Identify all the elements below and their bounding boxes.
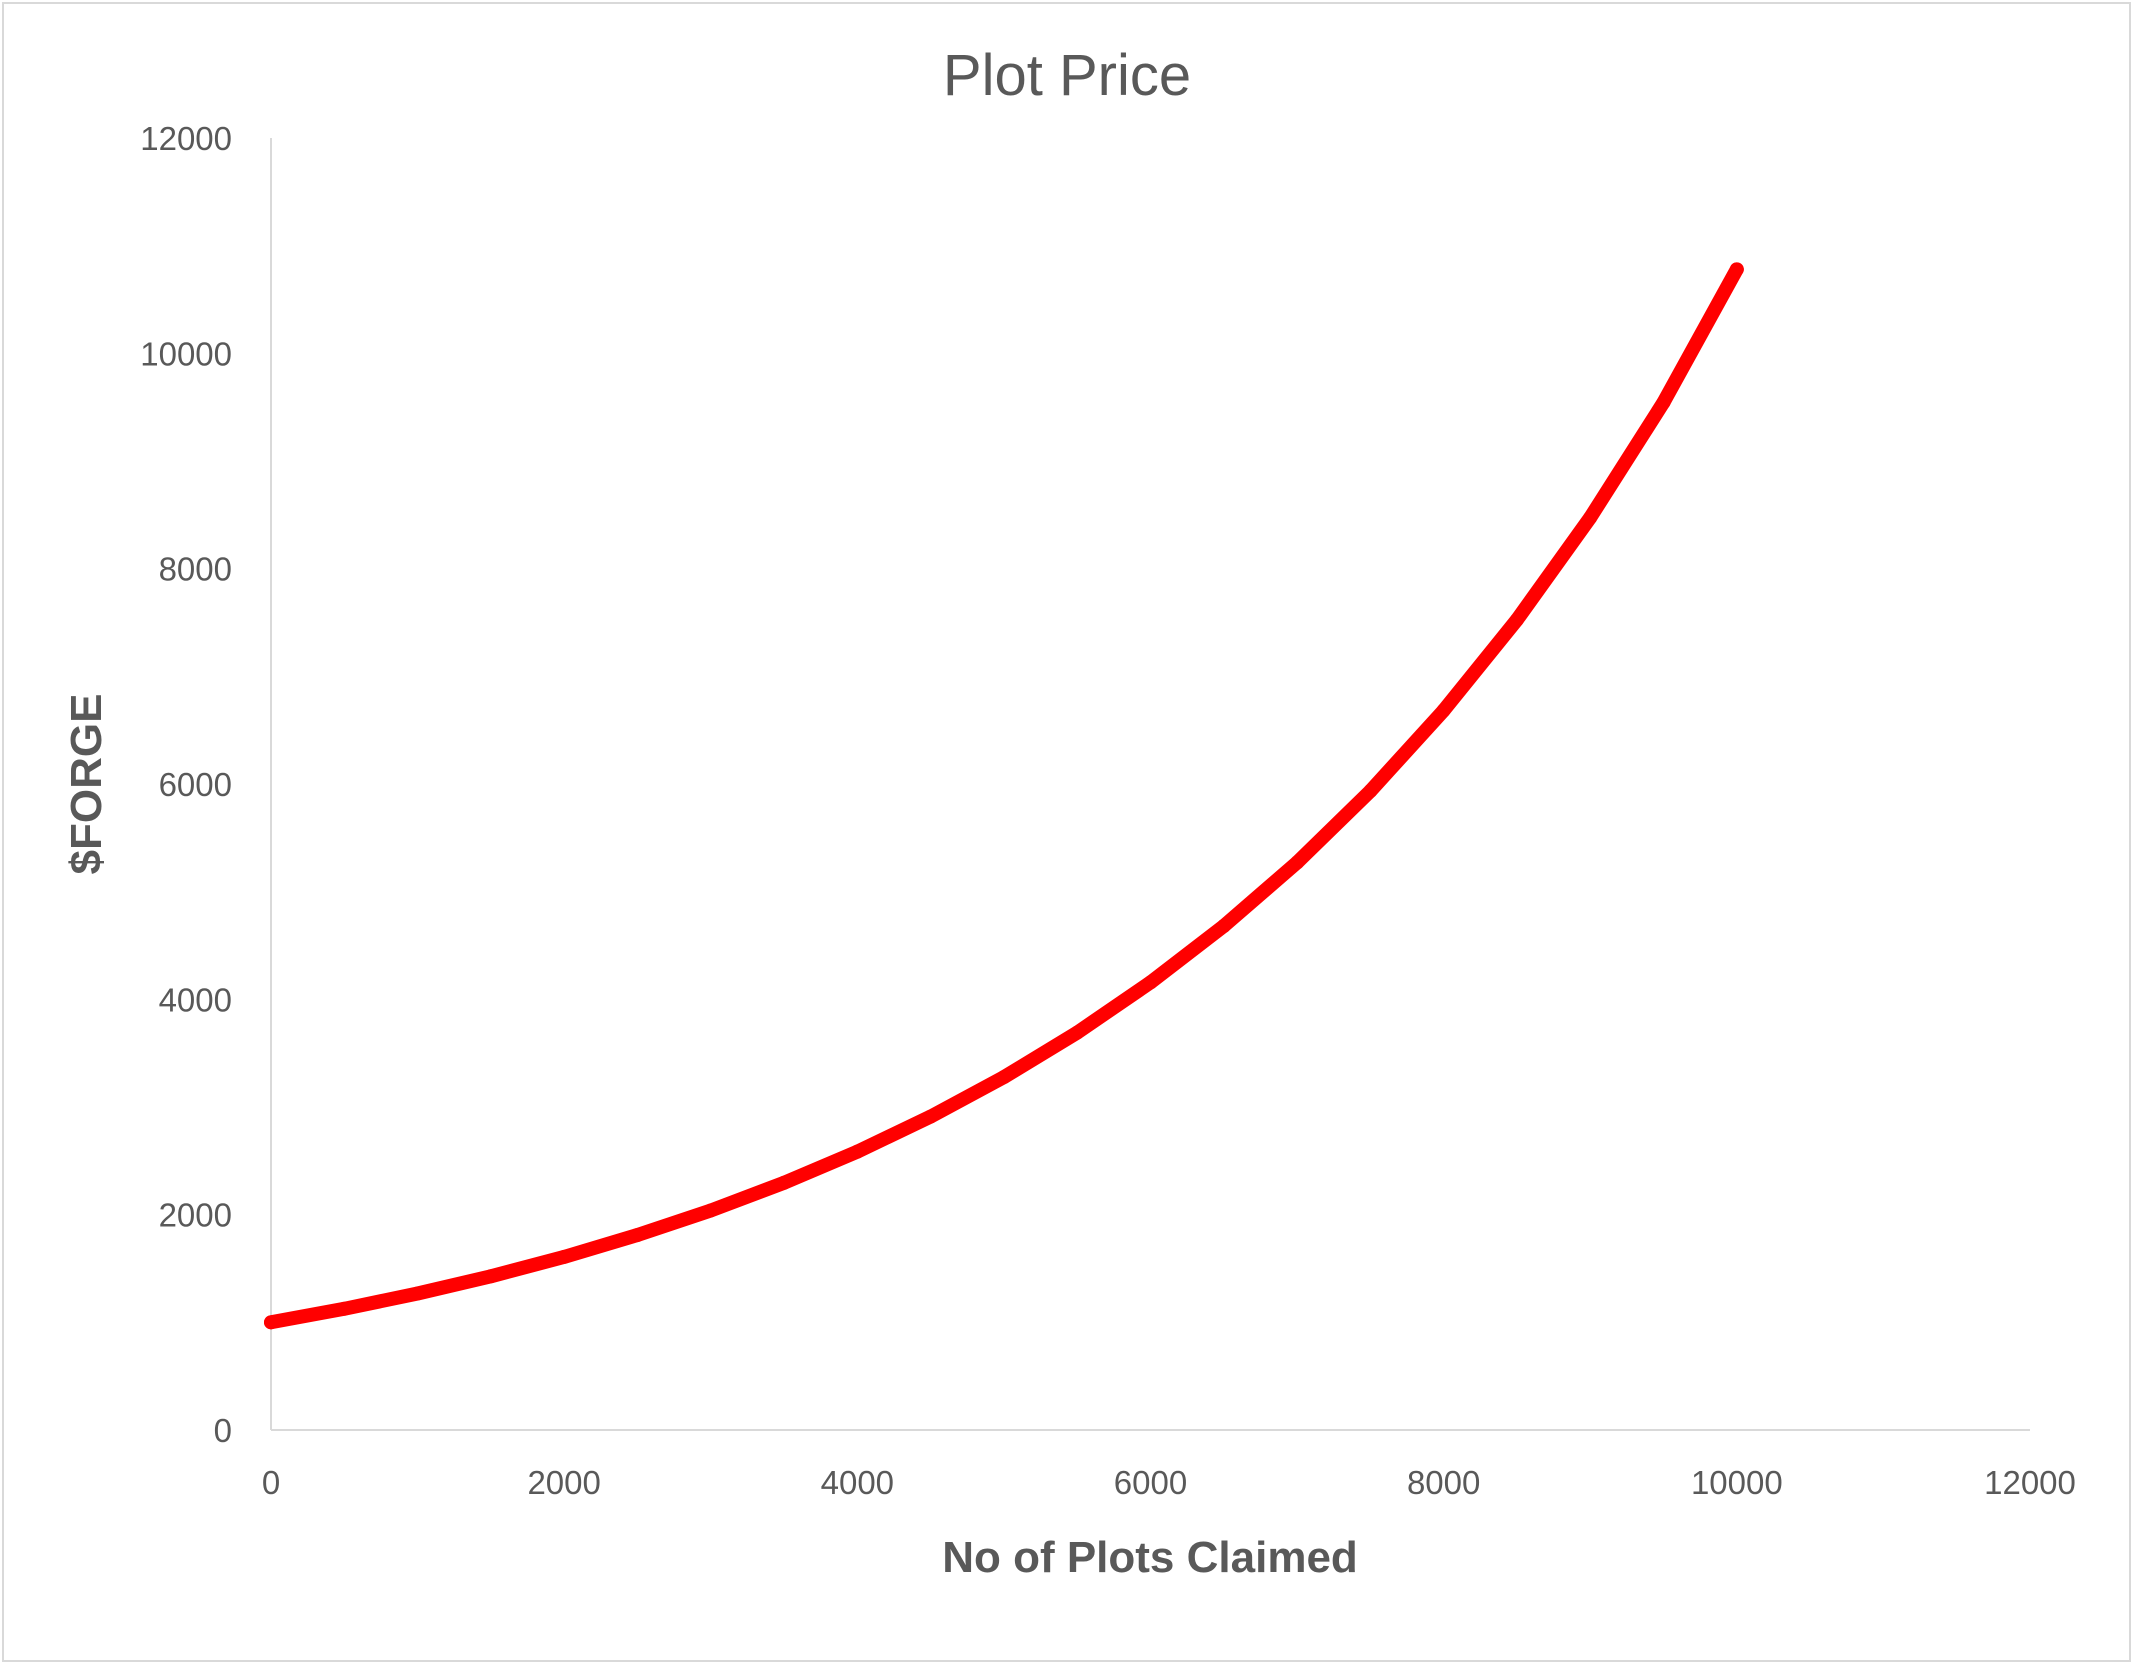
x-tick-label: 0	[262, 1464, 280, 1501]
y-tick-label: 4000	[159, 981, 232, 1018]
data-point	[337, 1301, 352, 1316]
data-point	[923, 1109, 938, 1124]
y-tick-label: 2000	[159, 1197, 232, 1234]
data-point	[1216, 919, 1231, 934]
y-tick-labels: 0 2000 4000 6000 8000 10000 12000	[140, 120, 232, 1449]
series-line	[264, 262, 1744, 1330]
y-tick-label: 0	[214, 1412, 232, 1449]
y-axis-title: $FORGE	[62, 694, 111, 875]
data-point	[264, 1315, 278, 1330]
axes	[270, 138, 2030, 1431]
data-point	[1509, 612, 1524, 627]
data-point	[996, 1070, 1011, 1085]
data-point	[1436, 703, 1451, 718]
data-point	[1656, 395, 1671, 410]
x-axis-title: No of Plots Claimed	[942, 1533, 1358, 1582]
data-point	[630, 1228, 645, 1243]
data-point	[1729, 262, 1744, 277]
data-point	[483, 1269, 498, 1284]
y-tick-label: 8000	[159, 551, 232, 588]
data-point	[777, 1175, 792, 1190]
x-tick-label: 6000	[1114, 1464, 1187, 1501]
data-point	[1070, 1025, 1085, 1040]
data-point	[1363, 783, 1378, 798]
data-point	[1583, 510, 1598, 525]
x-tick-label: 2000	[527, 1464, 600, 1501]
chart-title: Plot Price	[943, 43, 1191, 108]
data-point	[1143, 975, 1158, 990]
x-tick-label: 4000	[821, 1464, 894, 1501]
y-tick-label: 6000	[159, 766, 232, 803]
y-tick-label: 10000	[140, 335, 232, 372]
x-tick-labels: 0 2000 4000 6000 8000 10000 12000	[262, 1464, 2076, 1501]
data-point	[557, 1249, 572, 1264]
data-point	[703, 1203, 718, 1218]
y-tick-label: 12000	[140, 120, 232, 157]
x-tick-label: 8000	[1407, 1464, 1480, 1501]
x-tick-label: 12000	[1984, 1464, 2076, 1501]
data-point	[1290, 855, 1305, 870]
x-tick-label: 10000	[1691, 1464, 1783, 1501]
series-layer	[264, 262, 1744, 1330]
data-point	[410, 1286, 425, 1301]
data-point	[850, 1144, 865, 1159]
